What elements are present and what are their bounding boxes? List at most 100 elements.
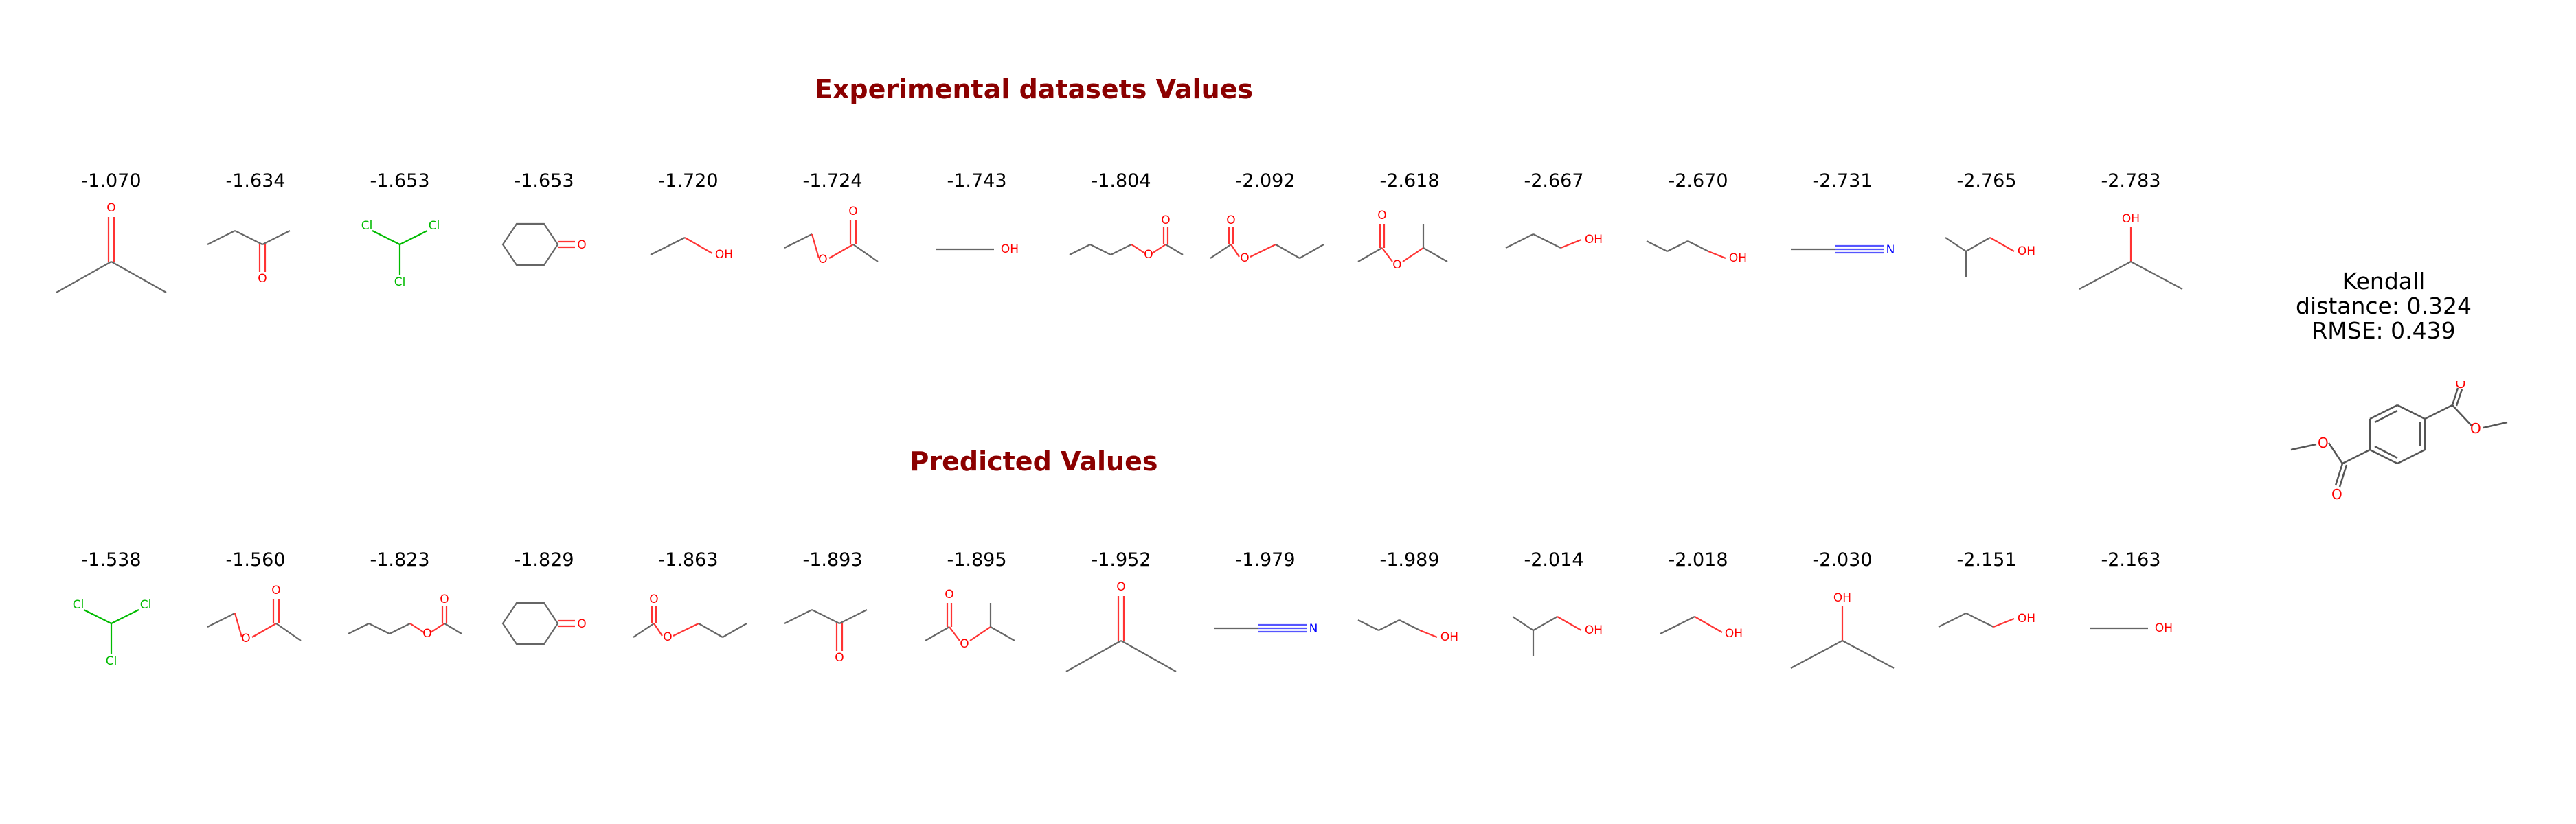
predicted-item: -2.030 OH [1774,549,1911,721]
experimental-item: -2.670 OH [1629,170,1767,342]
experimental-item: -1.743 OH [908,170,1046,342]
propanol-structure: OH [1918,575,2055,688]
dimethyl-terephthalate-structure: O O O O [2290,375,2508,503]
svg-text:O: O [960,637,969,651]
svg-text:O: O [2318,435,2329,451]
butanol-structure: OH [1629,196,1767,309]
methanol-structure: OH [908,196,1046,309]
experimental-item: -2.731 N [1774,170,1911,342]
svg-text:OH: OH [1585,233,1603,247]
predicted-value: -2.030 [1812,549,1873,571]
isobutanol-structure: OH [1485,575,1623,688]
svg-text:N: N [1886,243,1895,257]
experimental-value: -1.070 [81,170,142,192]
svg-text:Cl: Cl [429,219,440,233]
reference-molecule: O O O O [2260,375,2549,507]
predicted-item: -1.989 OH [1341,549,1478,721]
experimental-item: -2.765 OH [1918,170,2055,342]
svg-text:O: O [106,201,115,215]
acetonitrile-structure: N [1197,575,1334,688]
predicted-value: -1.829 [514,549,574,571]
isobutanol-structure: OH [1918,196,2055,309]
svg-text:O: O [258,272,267,286]
predicted-value: -1.952 [1091,549,1151,571]
experimental-item: -2.783 OH [2062,170,2200,342]
predicted-value: -1.895 [947,549,1007,571]
experimental-item: -1.720 OH [620,170,757,342]
svg-text:O: O [1226,214,1235,227]
predicted-item: -1.895 O O [908,549,1046,721]
svg-text:O: O [1377,209,1386,222]
svg-text:O: O [422,627,431,641]
predicted-value: -2.014 [1524,549,1584,571]
chloroform-structure: Cl Cl Cl [331,196,468,309]
svg-text:OH: OH [1833,591,1851,605]
experimental-item: -1.634 O [187,170,324,342]
experimental-item: -1.653 O [475,170,613,342]
svg-text:O: O [1240,251,1249,265]
isopropanol-structure: OH [2062,196,2200,309]
svg-text:Cl: Cl [361,219,373,233]
svg-text:OH: OH [2018,612,2035,626]
predicted-item: -2.163 OH [2062,549,2200,721]
svg-text:O: O [818,253,827,266]
acetone-structure: O [43,196,180,309]
experimental-value: -2.765 [1956,170,2017,192]
experimental-title: Experimental datasets Values [814,74,1254,104]
ethanol-structure: OH [1629,575,1767,688]
svg-text:O: O [271,584,280,597]
predicted-value: -1.560 [225,549,286,571]
predicted-value: -1.979 [1235,549,1296,571]
isopropanol-structure: OH [1774,575,1911,688]
svg-text:OH: OH [715,248,733,262]
predicted-value: -2.018 [1668,549,1728,571]
predicted-value: -1.863 [658,549,719,571]
predicted-title: Predicted Values [909,446,1158,477]
svg-text:O: O [1392,258,1401,272]
predicted-value: -2.163 [2101,549,2161,571]
cyclohexanone-structure: O [475,575,613,688]
svg-text:O: O [577,238,586,252]
experimental-value: -1.720 [658,170,719,192]
predicted-value: -2.151 [1956,549,2017,571]
svg-text:OH: OH [1585,623,1603,637]
predicted-item: -1.829 O [475,549,613,721]
predicted-item: -1.979 N [1197,549,1334,721]
predicted-item: -1.863 O O [620,549,757,721]
experimental-value: -1.653 [370,170,430,192]
experimental-item: -2.092 O O [1197,170,1334,342]
methanol-structure: OH [2062,575,2200,688]
predicted-value: -1.989 [1379,549,1440,571]
svg-text:O: O [649,593,658,606]
svg-text:O: O [1116,580,1125,594]
experimental-value: -1.653 [514,170,574,192]
predicted-value: -1.823 [370,549,430,571]
experimental-value: -2.667 [1524,170,1584,192]
predicted-item: -1.893 O [764,549,901,721]
propanol-structure: OH [1485,196,1623,309]
experimental-value: -2.783 [2101,170,2161,192]
butanol-structure: OH [1341,575,1478,688]
rmse: RMSE: 0.439 [2312,317,2456,344]
svg-text:O: O [1144,248,1153,262]
butanone-structure: O [764,575,901,688]
experimental-item: -1.653 Cl Cl Cl [331,170,468,342]
svg-text:OH: OH [1001,242,1019,256]
predicted-item: -2.018 OH [1629,549,1767,721]
predicted-item: -1.952 O [1052,549,1190,721]
svg-text:O: O [577,617,586,631]
experimental-item: -2.667 OH [1485,170,1623,342]
acetonitrile-structure: N [1774,196,1911,309]
experimental-value: -2.092 [1235,170,1296,192]
svg-text:Cl: Cl [106,654,117,668]
predicted-value: -1.893 [802,549,863,571]
ethanol-structure: OH [620,196,757,309]
svg-text:O: O [2331,486,2342,503]
kendall-distance: Kendall distance: 0.324 [2296,268,2472,319]
